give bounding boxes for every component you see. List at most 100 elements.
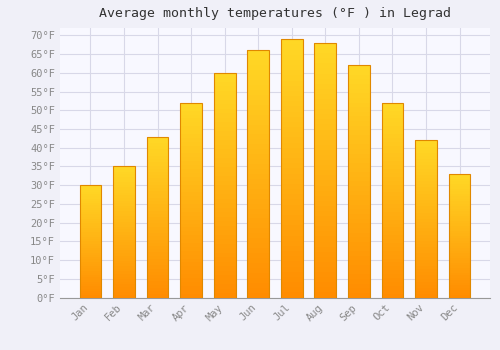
Bar [348, 195, 370, 200]
Bar [113, 229, 135, 232]
Bar [415, 140, 437, 143]
Bar [314, 155, 336, 160]
Bar [382, 259, 404, 262]
Bar [146, 195, 169, 198]
Bar [448, 280, 470, 283]
Bar [80, 205, 102, 208]
Bar [314, 43, 336, 298]
Bar [382, 177, 404, 181]
Bar [281, 50, 302, 55]
Bar [113, 287, 135, 290]
Bar [448, 268, 470, 270]
Bar [80, 196, 102, 199]
Bar [348, 126, 370, 131]
Bar [146, 220, 169, 223]
Bar [180, 294, 202, 298]
Bar [448, 206, 470, 209]
Bar [415, 250, 437, 253]
Bar [80, 215, 102, 217]
Bar [113, 274, 135, 276]
Bar [113, 253, 135, 255]
Bar [281, 272, 302, 277]
Bar [180, 224, 202, 228]
Bar [113, 180, 135, 182]
Bar [314, 277, 336, 282]
Bar [348, 117, 370, 121]
Bar [382, 220, 404, 224]
Bar [415, 282, 437, 285]
Bar [214, 86, 236, 91]
Bar [248, 169, 269, 174]
Bar [415, 197, 437, 200]
Bar [146, 211, 169, 214]
Bar [248, 75, 269, 80]
Bar [415, 216, 437, 219]
Bar [415, 144, 437, 147]
Bar [448, 260, 470, 263]
Bar [146, 233, 169, 236]
Bar [113, 250, 135, 253]
Bar [180, 103, 202, 298]
Bar [415, 162, 437, 166]
Bar [382, 274, 404, 278]
Bar [348, 191, 370, 195]
Bar [415, 156, 437, 159]
Bar [448, 256, 470, 258]
Bar [415, 153, 437, 156]
Bar [146, 265, 169, 268]
Bar [80, 250, 102, 253]
Bar [146, 285, 169, 288]
Bar [281, 241, 302, 246]
Bar [382, 142, 404, 146]
Bar [180, 161, 202, 165]
Bar [314, 104, 336, 109]
Bar [146, 227, 169, 230]
Bar [214, 217, 236, 221]
Bar [248, 159, 269, 164]
Bar [214, 257, 236, 261]
Bar [80, 208, 102, 210]
Bar [80, 185, 102, 298]
Bar [248, 253, 269, 258]
Bar [180, 266, 202, 270]
Bar [146, 166, 169, 169]
Bar [113, 234, 135, 237]
Bar [180, 142, 202, 146]
Bar [248, 243, 269, 248]
Bar [80, 192, 102, 194]
Bar [281, 127, 302, 132]
Bar [80, 248, 102, 250]
Bar [382, 262, 404, 266]
Bar [146, 207, 169, 211]
Bar [448, 253, 470, 255]
Bar [214, 113, 236, 118]
Bar [146, 162, 169, 166]
Bar [146, 259, 169, 262]
Bar [314, 211, 336, 216]
Bar [113, 269, 135, 271]
Bar [180, 204, 202, 208]
Bar [248, 100, 269, 105]
Bar [314, 206, 336, 211]
Bar [281, 106, 302, 112]
Bar [214, 239, 236, 244]
Bar [214, 77, 236, 82]
Bar [415, 238, 437, 241]
Bar [80, 228, 102, 230]
Bar [281, 86, 302, 91]
Bar [214, 131, 236, 136]
Bar [180, 189, 202, 192]
Bar [80, 230, 102, 232]
Bar [180, 165, 202, 169]
Bar [214, 73, 236, 298]
Bar [382, 212, 404, 216]
Bar [448, 273, 470, 275]
Bar [382, 138, 404, 142]
Bar [448, 246, 470, 248]
Bar [281, 220, 302, 225]
Bar [448, 226, 470, 228]
Bar [314, 43, 336, 48]
Bar [314, 79, 336, 84]
Bar [146, 246, 169, 249]
Bar [314, 221, 336, 226]
